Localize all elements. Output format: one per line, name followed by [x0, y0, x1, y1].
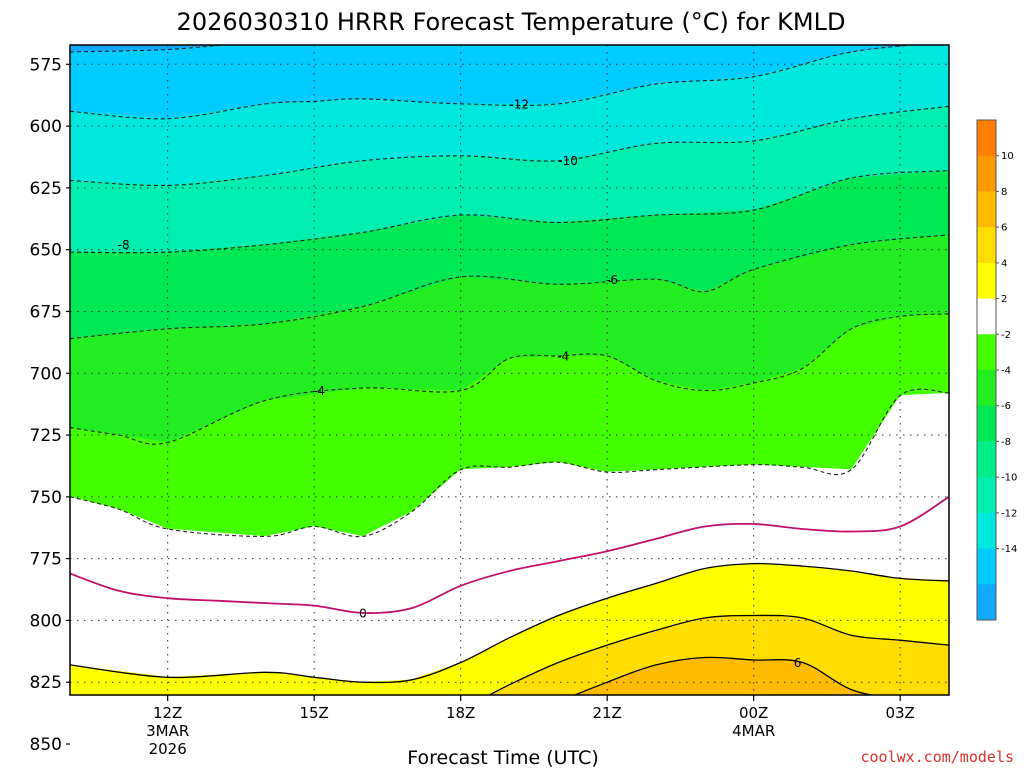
- x-tick-label: 15Z: [299, 704, 328, 722]
- colorbar-swatch: [977, 298, 996, 335]
- contour-label: 0: [359, 607, 367, 621]
- y-tick-label: 750: [30, 488, 62, 508]
- colorbar-swatch: [977, 262, 996, 300]
- x-tick-label: 21Z: [592, 704, 621, 722]
- isotherm-0: [70, 496, 949, 614]
- contour-label: -6: [606, 273, 618, 287]
- contour-label: -4: [557, 349, 569, 363]
- y-tick-label: 575: [30, 55, 62, 75]
- colorbar-label: -2: [1001, 330, 1011, 341]
- colorbar-label: 8: [1001, 187, 1007, 198]
- isotherms: [70, 45, 949, 695]
- contour-label: -4: [313, 384, 325, 398]
- plot-area: -12 -10 -8 -6 -4 -4 0 6 8: [70, 45, 949, 734]
- colorbar-swatch: [977, 441, 996, 478]
- colorbar-swatch: [977, 512, 996, 550]
- colorbar-label: -12: [1001, 508, 1017, 519]
- colorbar-label: 2: [1001, 294, 1007, 305]
- colorbar-swatch: [977, 370, 996, 407]
- colorbar-label: 4: [1001, 258, 1007, 269]
- colorbar-swatch: [977, 584, 996, 621]
- colorbar: 10 8 6 4 2 -2 -4 -6 -8 -10 -12 -14: [976, 119, 1017, 621]
- x-tick-year: 2026: [149, 740, 187, 758]
- y-tick-label: 775: [30, 550, 62, 570]
- isotherm--8: [70, 170, 949, 254]
- contour-labels: -12 -10 -8 -6 -4 -4 0 6 8: [118, 97, 802, 734]
- isotherm-4: [488, 614, 949, 695]
- colorbar-label: 10: [1001, 151, 1014, 162]
- chart-title: 2026030310 HRRR Forecast Temperature (°C…: [177, 8, 846, 36]
- contour-label: -8: [118, 238, 130, 252]
- credit-text: coolwx.com/models: [860, 748, 1014, 766]
- x-tick-label: 00Z: [739, 704, 768, 722]
- colorbar-label: -10: [1001, 473, 1017, 484]
- colorbar-label: -8: [1001, 437, 1011, 448]
- y-tick-label: 800: [30, 611, 62, 631]
- colorbar-swatch: [977, 120, 996, 157]
- temperature-bands: [70, 45, 949, 695]
- contour-label-bg: [699, 720, 710, 734]
- x-tick-label: 18Z: [446, 704, 475, 722]
- band-above-6: [574, 657, 872, 695]
- contour-label: 8: [701, 720, 709, 734]
- x-tick-date: 3MAR: [146, 722, 189, 740]
- colorbar-label: 6: [1001, 223, 1007, 234]
- y-tick-label: 675: [30, 302, 62, 322]
- colorbar-swatch: [977, 155, 996, 192]
- colorbar-swatch: [977, 191, 996, 228]
- y-tick-label: 600: [30, 117, 62, 137]
- isotherm-6: [573, 656, 876, 695]
- isotherm-2: [70, 562, 949, 684]
- colorbar-swatch: [977, 477, 996, 514]
- x-axis-label: Forecast Time (UTC): [407, 747, 598, 768]
- plot-frame: [69, 44, 950, 696]
- y-tick-label: 700: [30, 364, 62, 384]
- isotherm--4: [70, 313, 949, 445]
- colorbar-swatch: [977, 227, 996, 264]
- colorbar-label: -14: [1001, 544, 1017, 555]
- y-tick-label: 625: [30, 179, 62, 199]
- x-tick-date: 4MAR: [732, 722, 775, 740]
- y-axis: 575 600 625 650 675 700 725 750 775 800 825 850: [30, 55, 70, 755]
- x-tick-label: 03Z: [885, 704, 914, 722]
- contour-label: 6: [794, 656, 802, 670]
- y-tick-label: 650: [30, 241, 62, 261]
- colorbar-swatch: [977, 334, 996, 371]
- isotherm--6: [70, 234, 949, 340]
- x-tick-label: 12Z: [153, 704, 182, 722]
- colorbar-swatch: [977, 548, 996, 585]
- contour-label: -12: [509, 97, 529, 111]
- isotherm--10: [70, 105, 949, 187]
- colorbar-label: -4: [1001, 366, 1011, 377]
- isotherm--2: [70, 388, 949, 538]
- colorbar-label: -6: [1001, 401, 1011, 412]
- y-tick-label: 725: [30, 426, 62, 446]
- y-tick-label: 825: [30, 673, 62, 693]
- colorbar-swatch: [977, 405, 996, 442]
- y-tick-label: 850: [30, 735, 62, 755]
- contour-label: -10: [558, 154, 578, 168]
